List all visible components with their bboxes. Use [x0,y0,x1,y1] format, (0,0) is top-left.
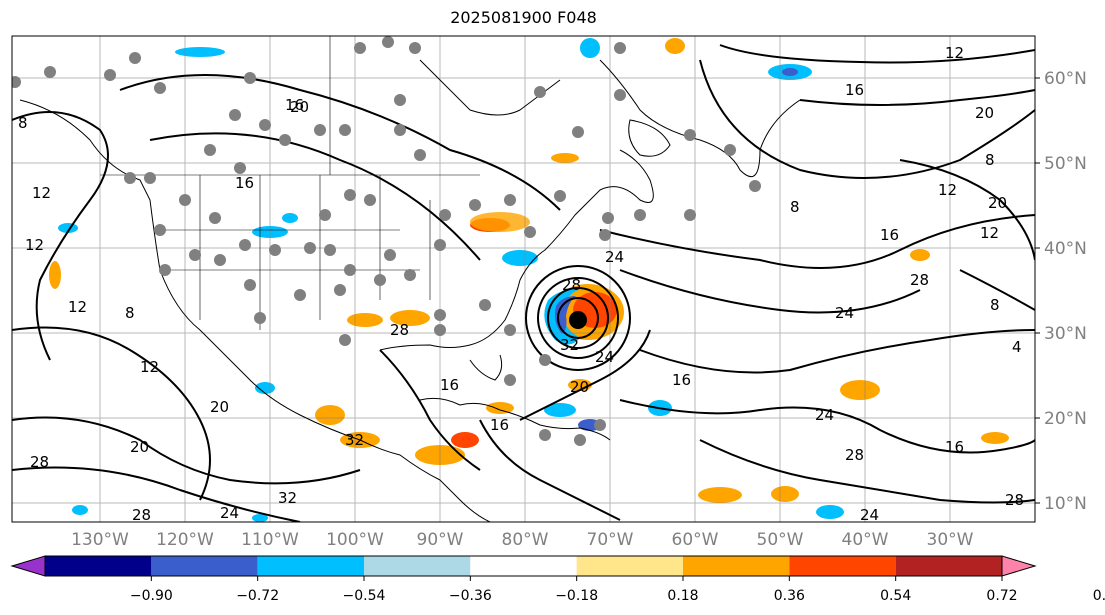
colorbar-extend-low [10,555,46,577]
contour-label: 8 [18,114,28,132]
colorbar-tick-label: −0.90 [130,588,173,604]
contour-label: 4 [1012,338,1022,356]
contour-label: 20 [130,438,149,456]
colorbar-border [44,555,1003,577]
lon-label: 130°W [71,530,129,550]
contour-label: 28 [1005,491,1024,509]
contour-label: 20 [570,378,589,396]
contours [12,44,1035,522]
colorbar-tick-label: 0.18 [667,588,698,604]
contour-label: 12 [980,224,999,242]
contour-label: 12 [32,184,51,202]
contour-label: 32 [345,431,364,449]
map-title: 2025081900 F048 [450,8,597,27]
graticule [12,36,1035,522]
contour-label: 16 [945,438,964,456]
colorbar-tick-label: −0.54 [343,588,386,604]
map-area [12,36,1035,522]
contour-label: 32 [278,489,297,507]
lat-label: 20°N [1044,409,1087,429]
colorbar-extend-high [1001,555,1037,577]
colorbar-segment [45,556,152,576]
contour-label: 8 [985,151,995,169]
colorbar-segment [683,556,790,576]
coastlines [19,59,801,522]
contour-label: 24 [595,348,614,366]
contour-label: 8 [790,198,800,216]
contour-label: 28 [132,506,151,524]
map-frame [11,35,1036,523]
lon-label: 120°W [156,530,214,550]
colorbar-tick-label: 0.36 [774,588,805,604]
contour-label: 8 [990,296,1000,314]
contour-label: 28 [562,276,581,294]
colorbar-tick-label: 0.90 [1093,588,1105,604]
colorbar-tick-label: −0.72 [236,588,279,604]
contour-label: 20 [210,398,229,416]
colorbar-segment [789,556,896,576]
colorbar-tick-label: −0.18 [555,588,598,604]
contour-label: 16 [880,226,899,244]
lon-label: 90°W [417,530,464,550]
contour-label: 16 [235,174,254,192]
contour-label: 24 [860,506,879,524]
storm-contours [525,265,631,371]
contour-label: 16 [285,96,304,114]
contour-label: 12 [938,181,957,199]
contour-label: 24 [220,504,239,522]
lon-label: 100°W [326,530,384,550]
contour-label: 28 [30,453,49,471]
lat-label: 40°N [1044,239,1087,259]
lat-label: 30°N [1044,324,1087,344]
contour-labels: 12 16 20 12 16 20 8 12 20 16 12 8 4 28 2… [18,44,1024,524]
contour-label: 16 [672,371,691,389]
latitude-axis: 60°N 50°N 40°N 30°N 20°N 10°N [1035,69,1087,514]
contour-label: 12 [25,236,44,254]
storm-cold-core [554,296,576,334]
colorbar-segment [470,556,577,576]
colorbar-segment [576,556,683,576]
contour-label: 12 [68,298,87,316]
lat-label: 50°N [1044,154,1087,174]
lat-label: 10°N [1044,494,1087,514]
contour-label: 20 [988,194,1007,212]
colorbar-tick-label: 0.72 [986,588,1017,604]
longitude-axis: 130°W 120°W 110°W 100°W 90°W 80°W 70°W 6… [71,530,974,550]
colorbar: −0.90 −0.72 −0.54 −0.36 −0.18 0.18 0.36 0.54 0.7… [10,555,1105,604]
colorbar-segment [257,556,364,576]
contour-label: 24 [815,406,834,424]
lon-label: 50°W [757,530,804,550]
colorbar-tick-label: 0.54 [880,588,911,604]
contour-label: 8 [125,304,135,322]
contour-label: 28 [845,446,864,464]
lon-label: 40°W [842,530,889,550]
contour-label: 12 [945,44,964,62]
lon-label: 70°W [587,530,634,550]
contour-label: 20 [290,98,309,116]
contour-label: 12 [140,358,159,376]
storm-center-marker [569,311,587,329]
political-borders [100,36,480,330]
contour-label: 16 [845,81,864,99]
contour-label: 16 [440,376,459,394]
station-markers [12,36,761,446]
contour-label: 24 [605,248,624,266]
lat-label: 60°N [1044,69,1087,89]
contour-label: 16 [490,416,509,434]
contour-label: 20 [975,104,994,122]
contour-label: 28 [390,321,409,339]
lon-label: 30°W [927,530,974,550]
lon-label: 80°W [502,530,549,550]
contour-label: 32 [560,336,579,354]
contour-label: 24 [835,304,854,322]
colorbar-segment [895,556,1002,576]
lon-label: 110°W [241,530,299,550]
colorbar-segment [364,556,471,576]
colorbar-segment [151,556,258,576]
contour-label: 28 [910,271,929,289]
lon-label: 60°W [672,530,719,550]
colorbar-tick-label: −0.36 [449,588,492,604]
